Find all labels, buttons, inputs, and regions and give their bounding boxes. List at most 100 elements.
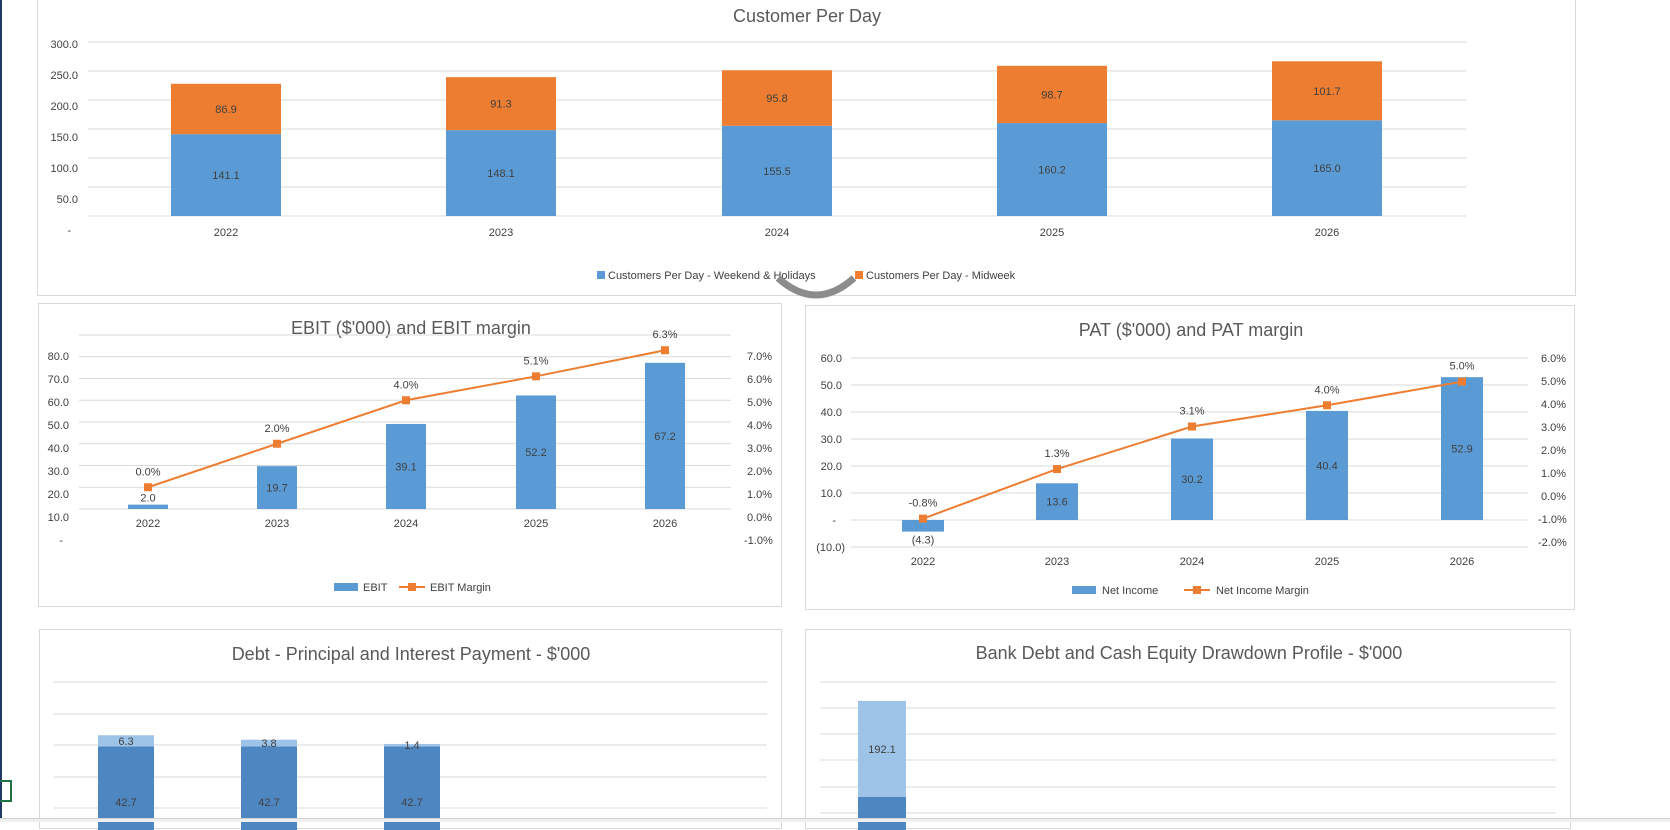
y2-tick-label: -1.0% — [744, 535, 773, 547]
window-left-edge — [0, 0, 2, 821]
x-tick-label: 2025 — [1040, 227, 1064, 239]
customers-chart-panel[interactable]: Customer Per Day 300.0 250.0 200.0 150.0… — [37, 0, 1576, 296]
margin-marker — [402, 396, 410, 405]
pat-legend: Net Income Net Income Margin — [1072, 585, 1309, 597]
y-tick-label: 150.0 — [50, 132, 78, 144]
y2-tick-label: -1.0% — [1538, 514, 1567, 526]
y-tick-label: 50.0 — [57, 194, 78, 206]
bar-weekend-holidays — [1272, 120, 1382, 216]
pat-chart-panel[interactable]: PAT ($'000) and PAT margin 60.0 50.0 40.… — [805, 305, 1575, 610]
bar-midweek — [446, 77, 556, 131]
data-label: 52.9 — [1451, 444, 1472, 456]
data-label: 192.1 — [868, 744, 896, 756]
bar-weekend-holidays — [722, 125, 832, 216]
data-label: 148.1 — [487, 168, 515, 180]
legend-swatch-margin-marker — [1193, 586, 1201, 594]
y-tick-label: 250.0 — [50, 70, 78, 82]
x-tick-label: 2023 — [489, 227, 513, 239]
y2-tick-label: 7.0% — [747, 351, 772, 363]
y-tick-label: 30.0 — [48, 466, 69, 478]
margin-marker — [1458, 377, 1466, 386]
data-label: 67.2 — [654, 431, 675, 443]
bar-net-income — [902, 520, 944, 532]
bar-bank-debt — [858, 797, 906, 830]
data-label: 13.6 — [1046, 497, 1067, 509]
data-label: 42.7 — [115, 797, 136, 809]
y-tick-label: 20.0 — [821, 461, 842, 473]
drawdown-chart-title: Bank Debt and Cash Equity Drawdown Profi… — [976, 643, 1403, 663]
bar-midweek — [722, 70, 832, 126]
y2-tick-label: 6.0% — [747, 374, 772, 386]
drawdown-chart-panel[interactable]: Bank Debt and Cash Equity Drawdown Profi… — [805, 629, 1571, 830]
y2-tick-label: 1.0% — [1541, 468, 1566, 480]
bar-interest — [384, 743, 440, 747]
y-tick-label: 50.0 — [48, 420, 69, 432]
debt-chart: Debt - Principal and Interest Payment - … — [54, 644, 767, 830]
y2-tick-label: 3.0% — [1541, 422, 1566, 434]
legend-label-weekend: Customers Per Day - Weekend & Holidays — [608, 270, 816, 282]
y2-tick-label: 3.0% — [747, 443, 772, 455]
debt-chart-panel[interactable]: Debt - Principal and Interest Payment - … — [39, 629, 782, 830]
x-tick-label: 2026 — [1450, 556, 1474, 568]
margin-label: -0.8% — [909, 498, 938, 510]
bar-ebit — [645, 362, 685, 509]
margin-label: 1.3% — [1044, 448, 1069, 460]
legend-swatch-midweek — [855, 271, 863, 279]
y2-tick-label: 0.0% — [1541, 491, 1566, 503]
y-tick-label: 300.0 — [50, 39, 78, 51]
bar-principal — [241, 746, 297, 830]
legend-swatch-ebit-margin-marker — [408, 583, 416, 591]
y-tick-label: 200.0 — [50, 101, 78, 113]
legend-swatch-ebit — [334, 583, 358, 591]
x-tick-label: 2024 — [394, 518, 418, 530]
data-label: 42.7 — [258, 797, 279, 809]
y2-tick-label: 2.0% — [747, 466, 772, 478]
y-tick-label: 10.0 — [48, 512, 69, 524]
data-label: 1.4 — [404, 740, 419, 752]
customers-chart: Customer Per Day 300.0 250.0 200.0 150.0… — [50, 6, 1466, 282]
ebit-legend: EBIT EBIT Margin — [334, 582, 491, 594]
y2-tick-label: 0.0% — [747, 512, 772, 524]
y-tick-label: 80.0 — [48, 351, 69, 363]
margin-label: 3.1% — [1179, 406, 1204, 418]
legend-label-ebit: EBIT — [363, 582, 388, 594]
y-tick-label: 70.0 — [48, 374, 69, 386]
data-label: 19.7 — [266, 483, 287, 495]
y-tick-label: - — [67, 225, 71, 237]
bar-midweek — [997, 65, 1107, 124]
margin-marker — [532, 372, 540, 381]
x-tick-label: 2024 — [765, 227, 789, 239]
decorative-arc — [772, 266, 860, 312]
x-tick-label: 2022 — [911, 556, 935, 568]
margin-marker — [1323, 401, 1331, 410]
data-label: 52.2 — [525, 447, 546, 459]
data-label: 98.7 — [1041, 89, 1062, 101]
bar-net-income — [1036, 483, 1078, 520]
margin-label: 4.0% — [1314, 384, 1339, 396]
cell-selection-marker — [0, 780, 12, 802]
data-label: 160.2 — [1038, 165, 1066, 177]
data-label: 165.0 — [1313, 163, 1341, 175]
margin-label: 0.0% — [135, 466, 160, 478]
bar-weekend-holidays — [171, 134, 281, 216]
bar-ebit — [516, 395, 556, 509]
ebit-chart-panel[interactable]: EBIT ($'000) and EBIT margin 80.0 70.0 6… — [38, 303, 782, 607]
margin-marker — [1188, 422, 1196, 431]
bottom-scroll-strip[interactable] — [0, 818, 1670, 822]
customers-chart-title: Customer Per Day — [733, 6, 881, 26]
margin-label: 5.0% — [1449, 361, 1474, 373]
pat-chart: PAT ($'000) and PAT margin 60.0 50.0 40.… — [816, 320, 1567, 597]
bar-principal — [384, 746, 440, 830]
data-label: 86.9 — [215, 104, 236, 116]
margin-label: 4.0% — [393, 379, 418, 391]
x-tick-label: 2023 — [1045, 556, 1069, 568]
y-tick-label: - — [832, 515, 836, 527]
pat-chart-title: PAT ($'000) and PAT margin — [1079, 320, 1304, 340]
y-tick-label: 20.0 — [48, 489, 69, 501]
margin-marker — [661, 346, 669, 355]
y-tick-label: 30.0 — [821, 434, 842, 446]
legend-label-ebit-margin: EBIT Margin — [430, 582, 491, 594]
data-label: 42.7 — [401, 797, 422, 809]
y-tick-label: 50.0 — [821, 380, 842, 392]
bar-ebit — [128, 504, 168, 509]
